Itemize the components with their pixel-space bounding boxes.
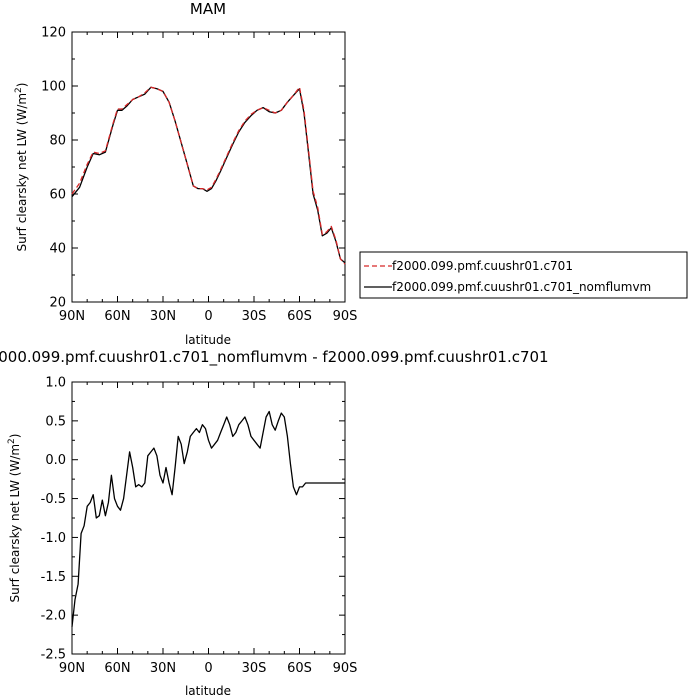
bottom-y-tick-label: 0.5 <box>45 414 66 429</box>
top-y-tick-label: 120 <box>41 26 66 41</box>
top-y-tick-label: 100 <box>41 80 66 95</box>
top-panel: MAM 90N 60N 30N 0 30S 60S 90S 20 40 60 80 100 120 la… <box>14 0 357 347</box>
bottom-x-tick-label: 60N <box>104 661 130 676</box>
bottom-x-axis-label: latitude <box>185 684 231 698</box>
bottom-plot-frame <box>71 381 346 655</box>
top-y-tick-label: 40 <box>49 242 66 257</box>
top-x-tick-label: 30S <box>242 309 267 324</box>
bottom-series-line-0 <box>71 410 345 627</box>
bottom-y-tick-label: -2.5 <box>41 648 66 663</box>
bottom-panel-title: f2000.099.pmf.cuushr01.c701_nomflumvm - … <box>0 348 549 367</box>
bottom-y-tick-label: -2.0 <box>41 609 66 624</box>
bottom-plot-ticks: 90N 60N 30N 0 30S 60S 90S -2.5 -2.0 -1.5 -1.0 -0.5 0… <box>41 376 358 677</box>
bottom-x-tick-label: 30S <box>242 661 267 676</box>
top-x-tick-label: 60S <box>287 309 312 324</box>
top-x-tick-label: 60N <box>104 309 130 324</box>
bottom-y-tick-label: 1.0 <box>45 376 66 391</box>
top-panel-title: MAM <box>190 0 226 18</box>
bottom-y-tick-label: -0.5 <box>41 492 66 507</box>
top-y-tick-label: 80 <box>49 134 66 149</box>
bottom-x-tick-label: 90N <box>59 661 85 676</box>
top-x-tick-label: 90N <box>59 309 85 324</box>
bottom-x-tick-label: 60S <box>287 661 312 676</box>
bottom-panel: f2000.099.pmf.cuushr01.c701_nomflumvm - … <box>0 348 549 698</box>
legend-box <box>359 251 688 299</box>
bottom-y-axis-label: Surf clearsky net LW (W/m2) <box>7 434 22 603</box>
top-x-tick-label: 0 <box>204 309 212 324</box>
top-y-axis-label: Surf clearsky net LW (W/m2) <box>14 83 29 252</box>
bottom-plot-series <box>71 410 345 627</box>
legend-label-0: f2000.099.pmf.cuushr01.c701 <box>392 259 573 273</box>
bottom-x-tick-label: 90S <box>333 661 358 676</box>
top-y-tick-label: 60 <box>49 188 66 203</box>
bottom-y-tick-label: 0.0 <box>45 453 66 468</box>
top-y-tick-label: 20 <box>49 296 66 311</box>
bottom-x-tick-label: 30N <box>150 661 176 676</box>
top-x-tick-label: 90S <box>333 309 358 324</box>
legend-label-1: f2000.099.pmf.cuushr01.c701_nomflumvm <box>392 280 651 294</box>
top-x-tick-label: 30N <box>150 309 176 324</box>
bottom-x-tick-label: 0 <box>204 661 212 676</box>
top-x-axis-label: latitude <box>185 333 231 347</box>
top-plot-series <box>71 86 346 265</box>
legend: f2000.099.pmf.cuushr01.c701 f2000.099.pm… <box>359 251 688 299</box>
top-series-line-0 <box>71 86 346 265</box>
bottom-y-tick-label: -1.0 <box>41 531 66 546</box>
bottom-y-tick-label: -1.5 <box>41 570 66 585</box>
top-plot-frame <box>71 31 346 303</box>
top-plot-ticks: 90N 60N 30N 0 30S 60S 90S 20 40 60 80 100 120 <box>41 26 357 325</box>
